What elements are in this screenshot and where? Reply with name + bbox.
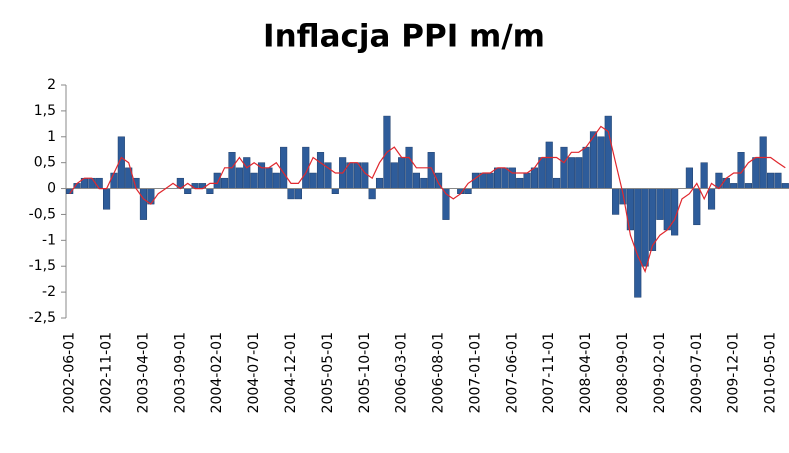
bar — [184, 188, 192, 194]
bar — [604, 115, 612, 189]
bar — [88, 177, 96, 189]
bar — [744, 183, 752, 189]
bar — [272, 172, 280, 189]
x-tick-label: 2009-12-01 — [726, 332, 742, 413]
x-tick-label: 2002-11-01 — [99, 332, 115, 413]
x-tick-label: 2007-11-01 — [541, 332, 557, 413]
bar — [331, 188, 339, 194]
x-tick-label: 2005-10-01 — [357, 332, 373, 413]
bar — [191, 183, 199, 189]
bar — [523, 172, 531, 189]
bar — [213, 172, 221, 189]
bar — [759, 136, 767, 189]
bar — [634, 188, 642, 298]
bar — [722, 177, 730, 189]
y-tick-label: -1,5 — [29, 258, 56, 274]
x-tick-label: 2004-12-01 — [283, 332, 299, 413]
bar — [516, 177, 524, 189]
y-tick-label: -1 — [42, 232, 56, 248]
bar — [553, 177, 561, 189]
bar — [538, 157, 546, 189]
bar — [368, 188, 376, 200]
x-tick-label: 2008-04-01 — [578, 332, 594, 413]
y-tick-label: 0,5 — [34, 155, 56, 171]
bar — [693, 188, 701, 226]
bar — [494, 167, 502, 189]
x-tick-label: 2006-03-01 — [394, 332, 410, 413]
x-tick-label: 2006-08-01 — [431, 332, 447, 413]
bar — [280, 146, 288, 189]
bar — [265, 167, 273, 189]
bar — [221, 177, 229, 189]
x-tick-label: 2008-09-01 — [615, 332, 631, 413]
x-tick-label: 2003-04-01 — [135, 332, 151, 413]
bar — [781, 183, 789, 189]
bar — [316, 152, 325, 189]
bar — [567, 157, 575, 189]
bar — [228, 152, 236, 189]
bar — [663, 188, 671, 231]
bar — [287, 188, 295, 200]
y-tick-label: 2 — [47, 77, 56, 93]
bar — [420, 177, 428, 189]
bar — [730, 183, 738, 189]
bar — [398, 157, 406, 189]
bar — [575, 157, 583, 189]
x-tick-label: 2007-06-01 — [504, 332, 520, 413]
bar — [597, 136, 605, 189]
bar — [545, 141, 553, 189]
bar — [530, 167, 539, 189]
y-tick-label: 0 — [47, 181, 56, 197]
x-tick-label: 2009-02-01 — [652, 332, 668, 413]
bar — [110, 172, 118, 189]
bar — [766, 172, 775, 189]
bar — [139, 188, 148, 220]
bar — [707, 188, 716, 210]
bar — [309, 172, 317, 189]
y-tick-label: -2,5 — [29, 310, 56, 326]
x-tick-label: 2007-01-01 — [467, 332, 483, 413]
x-tick-label: 2003-09-01 — [172, 332, 188, 413]
bar — [486, 172, 494, 189]
y-tick-label: 1,5 — [34, 103, 56, 119]
bar — [390, 162, 398, 189]
bar — [294, 188, 302, 200]
bar — [243, 157, 251, 189]
bar — [250, 172, 258, 189]
bar — [235, 167, 243, 189]
bar — [685, 167, 693, 189]
bar — [95, 177, 103, 189]
x-tick-label: 2010-05-01 — [763, 332, 779, 413]
y-tick-label: 1 — [47, 129, 56, 145]
bar — [427, 152, 435, 189]
bar — [405, 146, 413, 189]
bar — [501, 167, 509, 189]
bar — [464, 188, 472, 194]
bar — [412, 172, 421, 189]
bar — [103, 188, 111, 210]
x-tick-label: 2005-05-01 — [320, 332, 336, 413]
line — [69, 125, 786, 274]
bar — [656, 188, 664, 220]
bar — [612, 188, 620, 215]
x-tick-label: 2004-07-01 — [246, 332, 262, 413]
bar — [641, 188, 649, 267]
bar — [752, 157, 760, 189]
bar — [471, 172, 480, 189]
y-tick-label: -0,5 — [29, 206, 56, 222]
bar — [582, 146, 590, 189]
bar — [560, 146, 568, 189]
bar — [375, 177, 384, 189]
y-tick-label: -2 — [42, 284, 56, 300]
bar — [361, 162, 369, 189]
x-tick-label: 2009-07-01 — [689, 332, 705, 413]
bar — [700, 162, 708, 189]
x-tick-label: 2002-06-01 — [62, 332, 78, 413]
bar — [198, 183, 207, 189]
bar — [774, 172, 782, 189]
bar — [206, 188, 214, 194]
x-tick-label: 2004-02-01 — [209, 332, 225, 413]
chart-title: Inflacja PPI m/m — [263, 19, 545, 55]
